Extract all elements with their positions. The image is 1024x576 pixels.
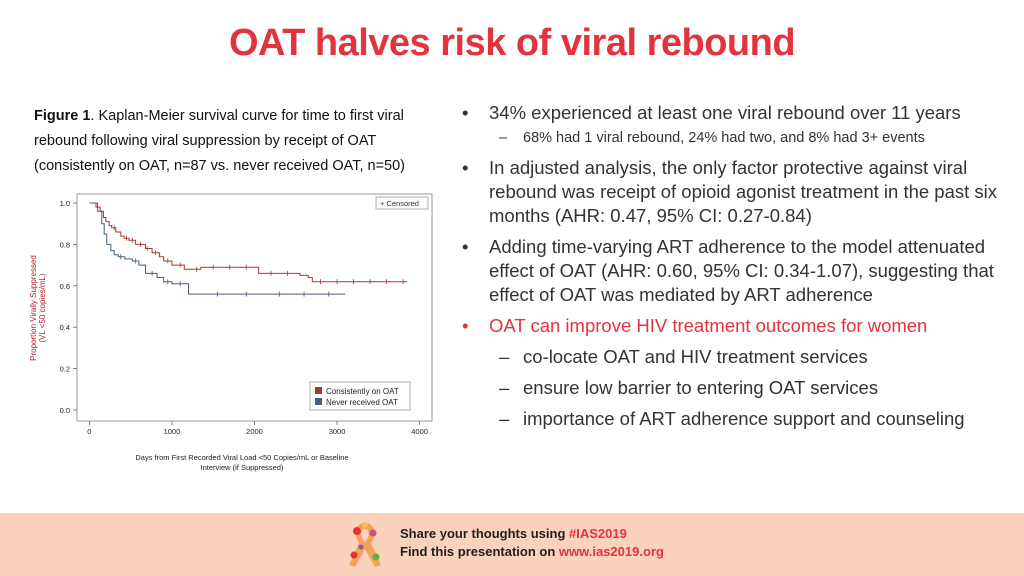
bullet-text: In adjusted analysis, the only factor pr… (489, 157, 998, 226)
x-tick-label: 4000 (411, 427, 428, 436)
y-tick-label: 1.0 (60, 199, 70, 208)
sub-bullet-item: – importance of ART adherence support and… (462, 407, 1014, 431)
legend-swatch-never (315, 398, 322, 405)
sub-bullet-marker: – (499, 408, 510, 429)
km-chart: 0.0 0.2 0.4 0.6 0.8 1.0 0 1000 2000 3000 4000 + Ce… (28, 190, 440, 475)
bullet-marker: • (462, 236, 469, 257)
x-axis-label-line1: Days from First Recorded Viral Load <50 … (135, 453, 348, 462)
x-tick-label: 0 (87, 427, 91, 436)
x-axis-label-line2: Interview (if Suppressed) (201, 463, 284, 472)
legend-swatch-oat (315, 387, 322, 394)
bullet-text: 34% experienced at least one viral rebou… (489, 102, 961, 123)
sub-bullet-item: – co-locate OAT and HIV treatment service… (462, 345, 1014, 369)
bullet-marker: • (462, 157, 469, 178)
bullet-marker: • (462, 315, 469, 336)
y-tick-label: 0.0 (60, 406, 70, 415)
aids-ribbon-logo (349, 522, 381, 567)
slide-title: OAT halves risk of viral rebound (228, 22, 796, 64)
figure-caption-text: . Kaplan-Meier survival curve for time t… (34, 108, 406, 174)
footer-line-2: Find this presentation on www.ias2019.or… (400, 543, 664, 561)
sub-bullet-marker: – (499, 377, 510, 398)
website-link[interactable]: www.ias2019.org (558, 544, 664, 559)
y-axis-label-line2: (VL <50 copies/mL) (38, 273, 47, 343)
sub-bullet-item: – ensure low barrier to entering OAT serv… (462, 376, 1014, 400)
legend-label-never: Never received OAT (326, 398, 398, 407)
footer-line-2-prefix: Find this presentation on (400, 544, 559, 559)
bullet-item: • In adjusted analysis, the only factor p… (462, 156, 1014, 228)
sub-bullet-marker: – (499, 346, 510, 367)
figure-label: Figure 1 (34, 108, 91, 124)
x-tick-label: 3000 (329, 427, 346, 436)
legend-label-oat: Consistently on OAT (326, 387, 399, 396)
censored-legend-box (375, 196, 429, 210)
km-chart-svg: 0.0 0.2 0.4 0.6 0.8 1.0 0 1000 2000 3000 4000 + Ce… (29, 193, 433, 472)
sub-bullet-text: co-locate OAT and HIV treatment services (523, 346, 868, 367)
y-tick-label: 0.8 (60, 240, 70, 249)
sub-bullet-text: 68% had 1 viral rebound, 24% had two, an… (523, 130, 925, 146)
bullet-marker: • (462, 102, 469, 123)
footer-text: Share your thoughts using #IAS2019 Find … (400, 525, 664, 561)
y-axis-label-line1: Proportion Virally Suppressed (29, 255, 38, 361)
sub-bullet-marker: – (499, 130, 508, 146)
footer-line-1-prefix: Share your thoughts using (400, 526, 570, 541)
bullet-item-highlight: • OAT can improve HIV treatment outcomes … (462, 314, 1014, 338)
x-tick-label: 1000 (164, 427, 181, 436)
bullet-item: • 34% experienced at least one viral rebo… (462, 101, 1014, 125)
bullet-item: • Adding time-varying ART adherence to th… (462, 235, 1014, 307)
footer-banner: Share your thoughts using #IAS2019 Find … (0, 513, 1024, 576)
y-tick-label: 0.2 (60, 365, 70, 374)
hashtag-link[interactable]: #IAS2019 (569, 526, 627, 541)
sub-bullet-text: importance of ART adherence support and … (523, 408, 965, 429)
y-tick-label: 0.6 (60, 282, 70, 291)
series-legend-box (309, 381, 411, 411)
sub-bullet-text: ensure low barrier to entering OAT servi… (523, 377, 879, 398)
bullet-text: OAT can improve HIV treatment outcomes f… (489, 315, 928, 336)
figure-caption: Figure 1. Kaplan-Meier survival curve fo… (34, 104, 439, 179)
sub-bullet-item: –68% had 1 viral rebound, 24% had two, a… (462, 128, 1014, 148)
y-tick-label: 0.4 (60, 323, 70, 332)
x-tick-label: 2000 (246, 427, 263, 436)
bullet-list: • 34% experienced at least one viral rebo… (462, 101, 1014, 438)
censored-legend-label: + Censored (380, 199, 419, 208)
bullet-text: Adding time-varying ART adherence to the… (489, 236, 994, 305)
footer-line-1: Share your thoughts using #IAS2019 (400, 525, 664, 543)
km-curve-never-oat (89, 202, 346, 295)
